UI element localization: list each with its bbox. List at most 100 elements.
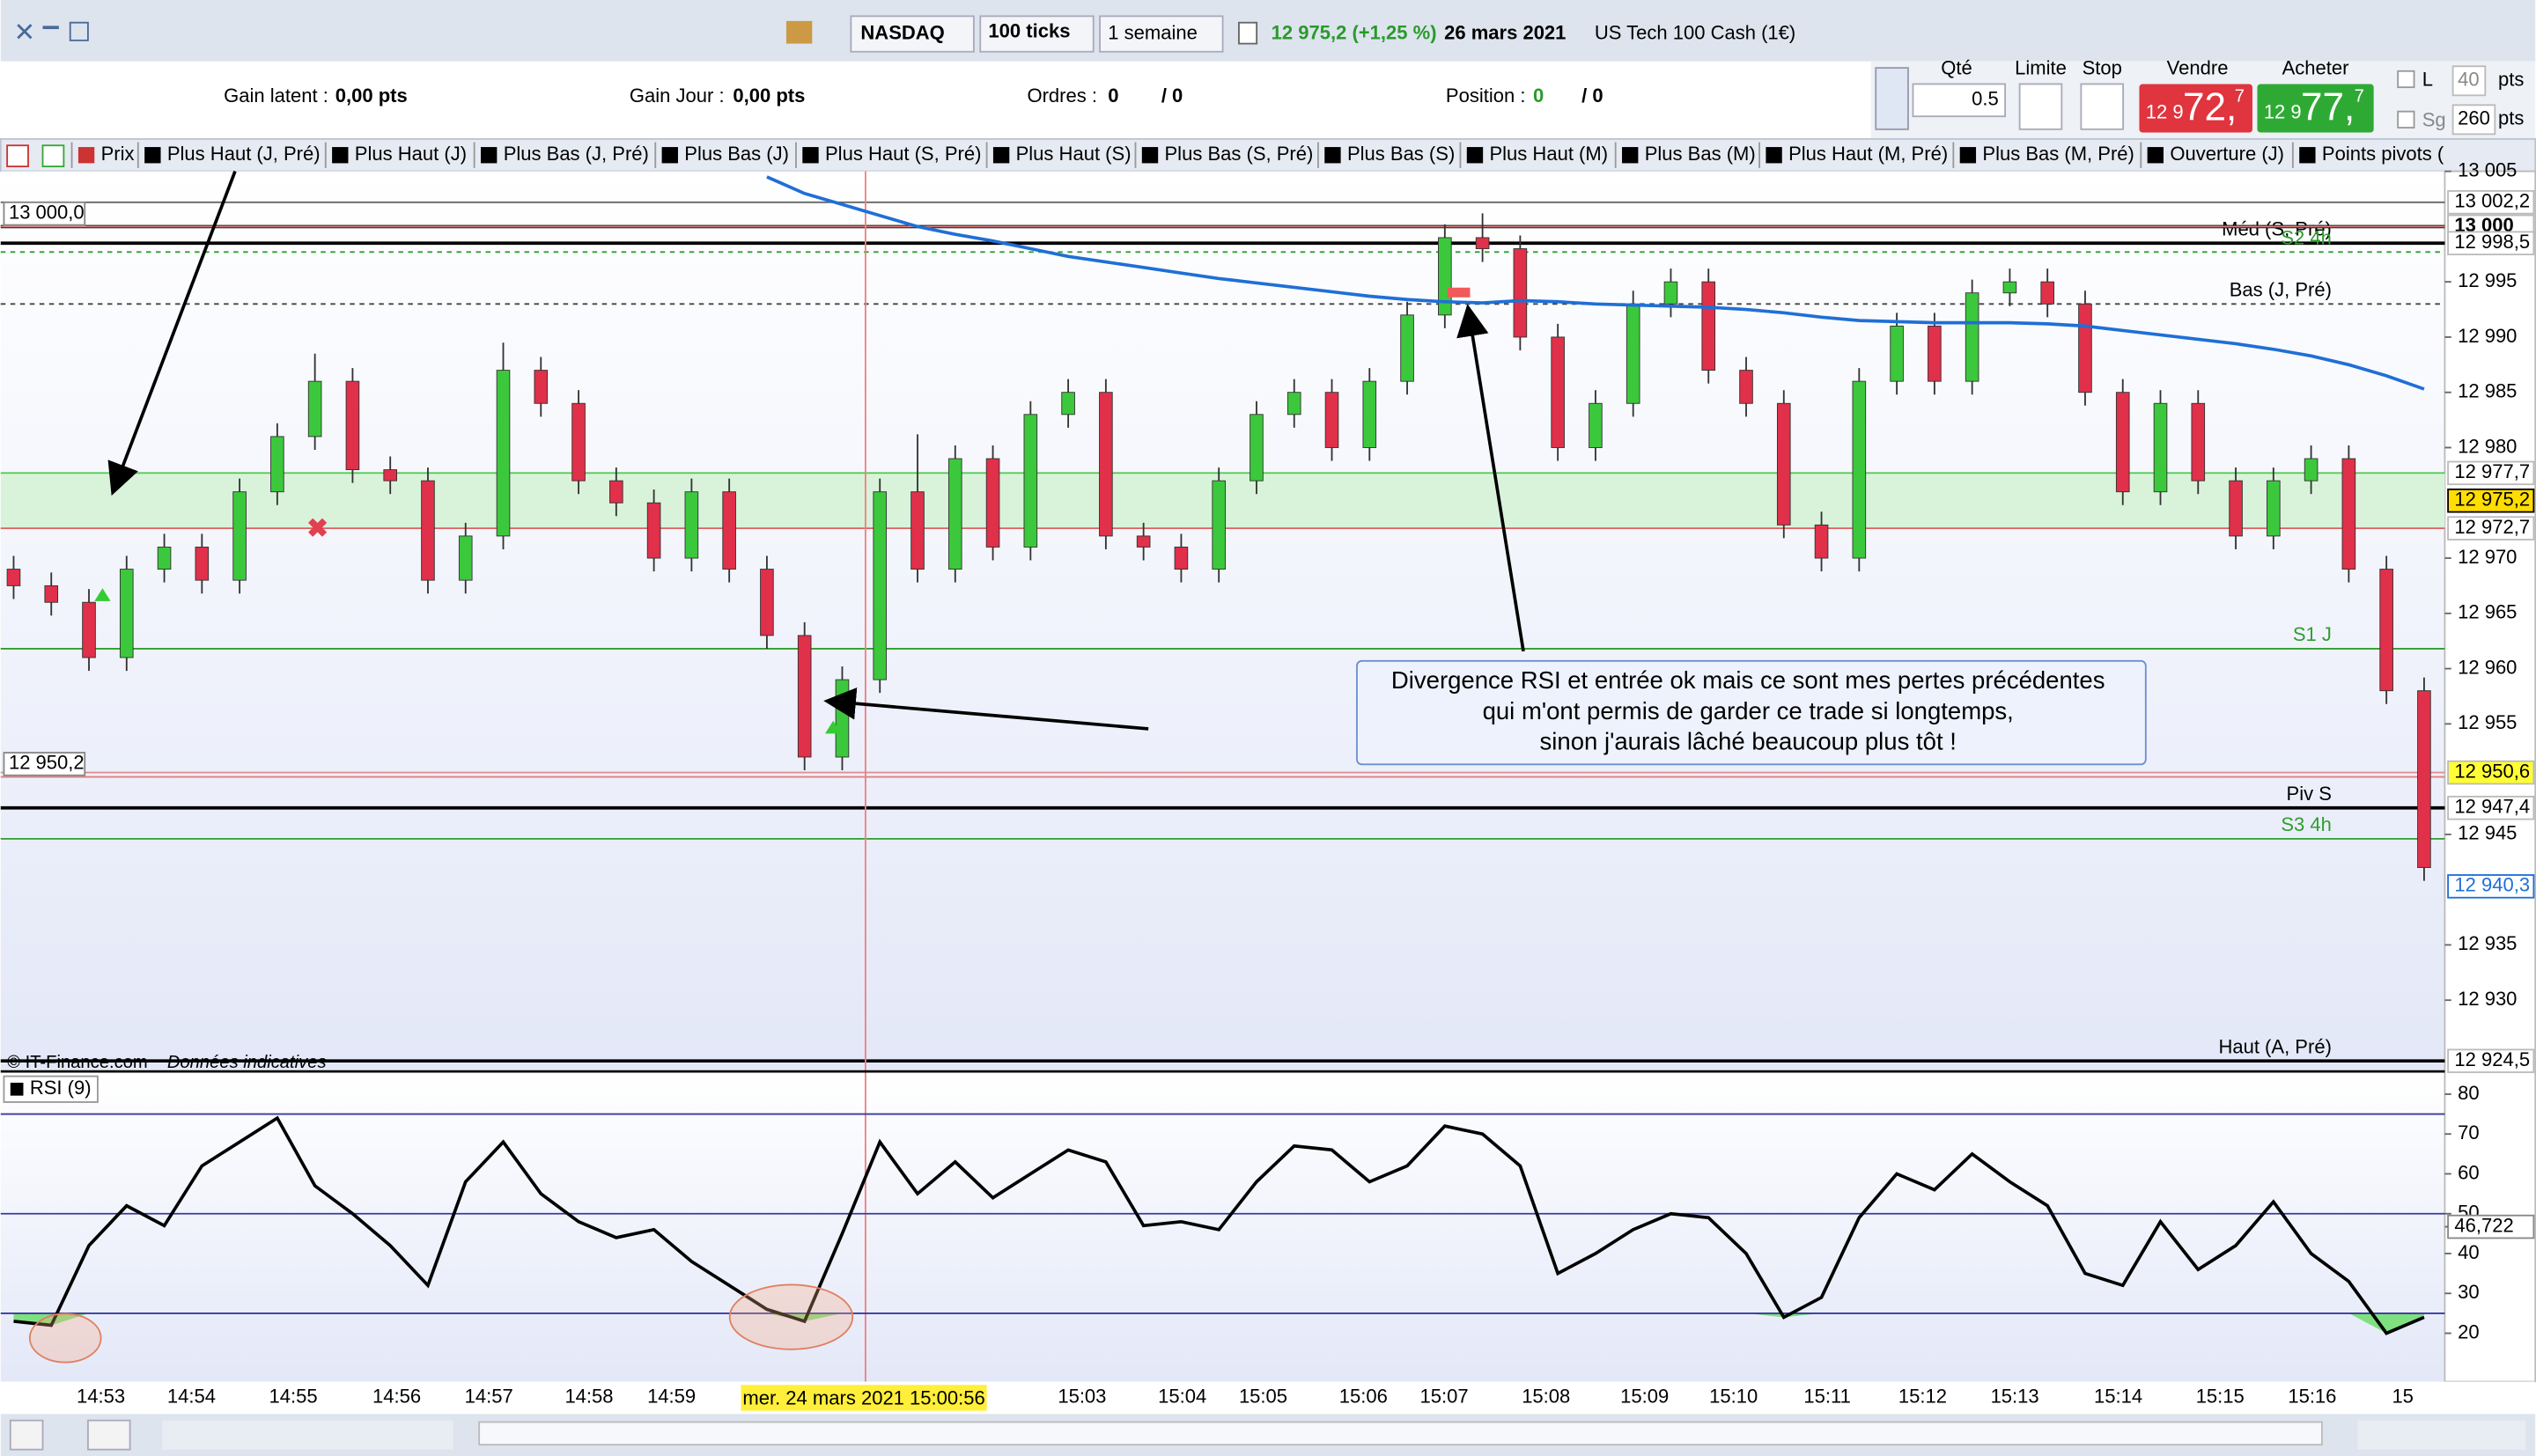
candle-body xyxy=(797,635,812,758)
tab[interactable]: Plus Bas (J) xyxy=(684,143,789,165)
indicator-tool[interactable] xyxy=(86,1419,131,1451)
trade-entry-icon xyxy=(825,720,842,734)
keyboard-icon[interactable] xyxy=(1875,67,1909,130)
ordres-label: Ordres : xyxy=(1027,85,1097,107)
rsi-tab[interactable] xyxy=(3,1075,99,1103)
source: © IT-Finance.com xyxy=(7,1053,148,1072)
time-axis xyxy=(0,1381,2536,1415)
tab[interactable]: Plus Bas (M, Pré) xyxy=(1982,143,2134,165)
info-icon[interactable] xyxy=(1238,21,1258,45)
x-tick-label: 15:10 xyxy=(1709,1386,1758,1408)
candle-body xyxy=(1212,480,1226,570)
minimize-icon[interactable] xyxy=(42,26,59,30)
candle-body xyxy=(2115,392,2130,493)
y-tick-label: 80 xyxy=(2458,1082,2480,1104)
candle-body xyxy=(1286,392,1301,415)
buy-button[interactable] xyxy=(2257,84,2374,133)
tab[interactable]: Plus Haut (J, Pré) xyxy=(167,143,321,165)
candle-body xyxy=(1852,380,1867,559)
axis-label: 12 950,6 xyxy=(2454,760,2530,782)
user-line-box xyxy=(3,752,86,776)
up-icon[interactable] xyxy=(41,144,65,167)
draw-tool[interactable] xyxy=(9,1419,44,1451)
level-name: Piv S xyxy=(2287,783,2332,805)
candle-body xyxy=(82,601,96,658)
ticks-select[interactable] xyxy=(979,15,1095,53)
candle-body xyxy=(6,569,21,586)
down-icon[interactable] xyxy=(6,144,29,167)
scrollbar[interactable] xyxy=(478,1421,2323,1446)
x-tick-label: 14:54 xyxy=(167,1386,216,1408)
tab[interactable]: Plus Bas (S) xyxy=(1347,143,1455,165)
tab[interactable]: Prix xyxy=(101,143,135,165)
tab[interactable]: Plus Haut (J) xyxy=(355,143,467,165)
x-tick-label: 15:15 xyxy=(2196,1386,2245,1408)
period: 1 semaine xyxy=(1108,21,1198,43)
sg-value: 260 xyxy=(2458,107,2490,129)
candle-body xyxy=(383,469,397,482)
candle-body xyxy=(873,491,888,680)
axis-label: 12 972,7 xyxy=(2454,516,2530,538)
crosshair-label: mer. 24 mars 2021 15:00:56 xyxy=(742,1387,984,1409)
l-unit: pts xyxy=(2498,69,2524,91)
sell-small: 7 xyxy=(2235,86,2245,106)
candle-body xyxy=(1362,380,1377,448)
limit-button[interactable] xyxy=(2018,83,2063,130)
buy-prefix: 12 9 xyxy=(2264,100,2302,122)
sell-button[interactable] xyxy=(2139,84,2252,133)
maximize-icon[interactable] xyxy=(69,21,89,41)
level-name: S2 4h xyxy=(2281,226,2332,248)
candle-body xyxy=(1739,370,1753,404)
candle-body xyxy=(947,458,962,570)
tool-icons[interactable] xyxy=(162,1420,453,1450)
qty-input[interactable] xyxy=(1912,83,2007,118)
candle-body xyxy=(2040,281,2054,305)
sell-big: 72, xyxy=(2183,85,2237,129)
tab-icon xyxy=(144,147,161,164)
x-tick-label: 15:16 xyxy=(2288,1386,2336,1408)
arrow xyxy=(107,170,237,496)
candle-body xyxy=(44,585,59,603)
tab[interactable]: Plus Bas (M) xyxy=(1645,143,1756,165)
tab[interactable]: Points pivots ( xyxy=(2322,143,2444,165)
tab[interactable]: Plus Bas (J, Pré) xyxy=(504,143,649,165)
tab[interactable]: Ouverture (J) xyxy=(2170,143,2284,165)
zoom-tools[interactable] xyxy=(2357,1420,2526,1450)
instrument-select[interactable] xyxy=(850,15,975,53)
candle-body xyxy=(609,480,623,504)
quote: 12 975,2 (+1,25 %) xyxy=(1272,21,1437,43)
tab-icon xyxy=(992,147,1010,164)
tab[interactable]: Plus Haut (M) xyxy=(1489,143,1608,165)
tab[interactable]: Plus Haut (S) xyxy=(1016,143,1132,165)
l-checkbox[interactable] xyxy=(2397,70,2415,89)
period-select[interactable] xyxy=(1099,15,1224,53)
tab-icon xyxy=(1622,147,1639,164)
crosshair-label-box xyxy=(741,1385,987,1411)
sg-checkbox[interactable] xyxy=(2397,110,2415,129)
tab[interactable]: Plus Haut (S, Pré) xyxy=(825,143,981,165)
candle-body xyxy=(985,458,1000,548)
axis-label: 13 002,2 xyxy=(2454,190,2530,212)
x-tick-label: 14:57 xyxy=(465,1386,513,1408)
chart-icon[interactable] xyxy=(785,20,813,44)
l-input[interactable] xyxy=(2451,65,2487,97)
instrument: NASDAQ xyxy=(860,21,944,43)
candle-body xyxy=(195,547,210,581)
stop-button[interactable] xyxy=(2080,83,2125,130)
y-tick-label: 12 995 xyxy=(2458,269,2517,291)
candle-body xyxy=(1174,547,1189,570)
tab[interactable]: Plus Haut (M, Pré) xyxy=(1788,143,1948,165)
tab-icon xyxy=(480,147,498,164)
axis-label-box xyxy=(2447,231,2535,256)
candle-body xyxy=(270,436,284,493)
sg-input[interactable] xyxy=(2451,104,2496,136)
candle-body xyxy=(119,569,134,658)
candle-body xyxy=(458,535,473,581)
tab[interactable]: Plus Bas (S, Pré) xyxy=(1165,143,1314,165)
buy-big: 77, xyxy=(2301,85,2355,129)
candle-body xyxy=(2153,402,2168,493)
candle-body xyxy=(496,370,511,537)
close-icon[interactable]: ✕ xyxy=(13,18,35,47)
qty: 0.5 xyxy=(1972,88,1999,110)
y-tick-label: 12 935 xyxy=(2458,932,2517,954)
